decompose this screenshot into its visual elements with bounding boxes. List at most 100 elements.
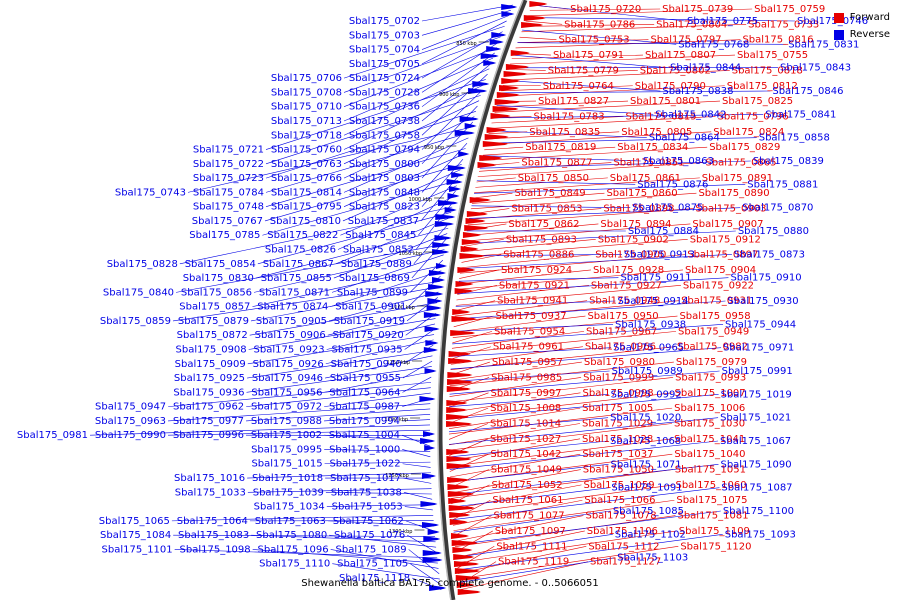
left-leader-69 [324, 371, 432, 393]
red-label-33: Sbal175_0850 [518, 173, 589, 184]
blue-leader-26 [453, 324, 614, 332]
reverse-gene-2 [501, 11, 515, 17]
red-leader-49 [460, 254, 594, 269]
left-leader-49 [252, 265, 443, 307]
red-label-15: Sbal175_0764 [543, 81, 614, 92]
reverse-gene-59 [426, 305, 442, 311]
red-label-86: Sbal175_1041 [674, 434, 745, 445]
red-label-42: Sbal175_0862 [508, 219, 579, 230]
forward-gene-40 [465, 218, 486, 224]
blue-label-8: Sbal175_0842 [655, 109, 726, 120]
left-label-33: Sbal175_0785 [189, 230, 260, 241]
red-label-103: Sbal175_1106 [587, 526, 658, 537]
left-label-46: Sbal175_0856 [181, 287, 252, 298]
left-leader-6 [343, 36, 501, 93]
left-label-30: Sbal175_0767 [192, 216, 263, 227]
left-label-22: Sbal175_0803 [349, 173, 420, 184]
left-leader-9 [421, 52, 495, 107]
blue-leader-38 [450, 464, 609, 483]
left-label-39: Sbal175_0854 [185, 259, 256, 270]
red-leader-73 [449, 377, 582, 397]
red-leader-12 [508, 69, 546, 71]
forward-gene-28 [479, 155, 503, 161]
blue-leader-36 [449, 440, 609, 458]
left-leader-66 [324, 355, 433, 379]
red-label-49: Sbal175_0900 [595, 250, 666, 261]
left-leader-87 [402, 463, 431, 468]
red-leader-65 [451, 331, 677, 354]
forward-gene-68 [448, 358, 473, 364]
red-leader-97 [452, 499, 583, 526]
red-leader-27 [484, 146, 524, 151]
left-leader-77 [323, 413, 431, 422]
red-label-74: Sbal175_0993 [675, 372, 746, 383]
red-label-13: Sbal175_0802 [640, 65, 711, 76]
left-leader-83 [401, 434, 431, 447]
red-leader-83 [449, 423, 673, 451]
blue-leader-34 [448, 417, 609, 433]
blue-leader-2 [522, 29, 677, 45]
left-label-35: Sbal175_0845 [345, 230, 416, 241]
blue-label-2: Sbal175_0768 [678, 39, 749, 50]
red-leader-34 [475, 177, 608, 188]
blue-leader-28 [451, 347, 612, 357]
blue-leader-15 [474, 184, 746, 194]
blue-label-25: Sbal175_0930 [728, 296, 799, 307]
red-label-6: Sbal175_0753 [558, 35, 629, 46]
left-leader-15 [343, 84, 485, 150]
blue-label-7: Sbal175_0846 [772, 86, 843, 97]
red-label-43: Sbal175_0894 [600, 219, 671, 230]
left-leader-0 [421, 4, 514, 22]
blue-label-45: Sbal175_1093 [725, 529, 796, 540]
forward-gene-3 [523, 15, 546, 21]
forward-gene-42 [464, 225, 489, 231]
red-label-79: Sbal175_1005 [582, 403, 653, 414]
left-label-42: Sbal175_0830 [183, 273, 254, 284]
left-leader-106 [330, 549, 439, 569]
reverse-gene-14 [472, 81, 490, 87]
left-leader-54 [328, 291, 439, 322]
left-leader-109 [410, 563, 441, 585]
red-label-14: Sbal175_0818 [732, 65, 803, 76]
forward-gene-74 [446, 400, 468, 406]
left-label-99: Sbal175_1062 [333, 516, 404, 527]
blue-label-19: Sbal175_0880 [738, 226, 809, 237]
left-label-102: Sbal175_1080 [256, 530, 327, 541]
forward-gene-98 [452, 547, 473, 553]
left-leader-10 [343, 57, 494, 122]
left-label-98: Sbal175_1063 [255, 516, 326, 527]
left-leader-27 [265, 148, 466, 207]
forward-gene-76 [446, 414, 470, 420]
reverse-gene-34 [447, 193, 460, 199]
left-leader-82 [324, 434, 431, 442]
scale-tick-3: 1000 kbp [409, 197, 433, 203]
blue-label-3: Sbal175_0831 [788, 39, 859, 50]
reverse-gene-27 [458, 151, 470, 157]
left-label-61: Sbal175_0935 [332, 344, 403, 355]
left-label-14: Sbal175_0721 [193, 145, 264, 156]
blue-label-33: Sbal175_1019 [721, 389, 792, 400]
scale-tick-4: 1050 kbp [399, 251, 423, 257]
blue-label-12: Sbal175_0863 [643, 156, 714, 167]
left-label-48: Sbal175_0899 [337, 287, 408, 298]
red-label-102: Sbal175_1097 [495, 526, 566, 537]
left-leader-30 [264, 164, 462, 222]
left-leader-18 [343, 100, 480, 165]
left-leader-67 [402, 360, 433, 379]
reverse-label: Reverse [849, 29, 890, 40]
scale-tick-2: 950 kbp [424, 145, 444, 151]
red-label-70: Sbal175_0980 [584, 357, 655, 368]
forward-gene-15 [498, 85, 519, 91]
left-label-72: Sbal175_0962 [173, 402, 244, 413]
red-leader-1 [529, 8, 661, 11]
red-leader-107 [458, 546, 679, 580]
red-label-31: Sbal175_0851 [613, 158, 684, 169]
forward-gene-23 [486, 127, 507, 133]
blue-leader-23 [457, 277, 729, 295]
red-label-19: Sbal175_0801 [630, 96, 701, 107]
left-label-100: Sbal175_1084 [100, 530, 171, 541]
left-label-71: Sbal175_0947 [95, 402, 166, 413]
left-label-52: Sbal175_0859 [100, 316, 171, 327]
genome-backbone [437, 0, 528, 600]
forward-gene-92 [449, 519, 468, 525]
